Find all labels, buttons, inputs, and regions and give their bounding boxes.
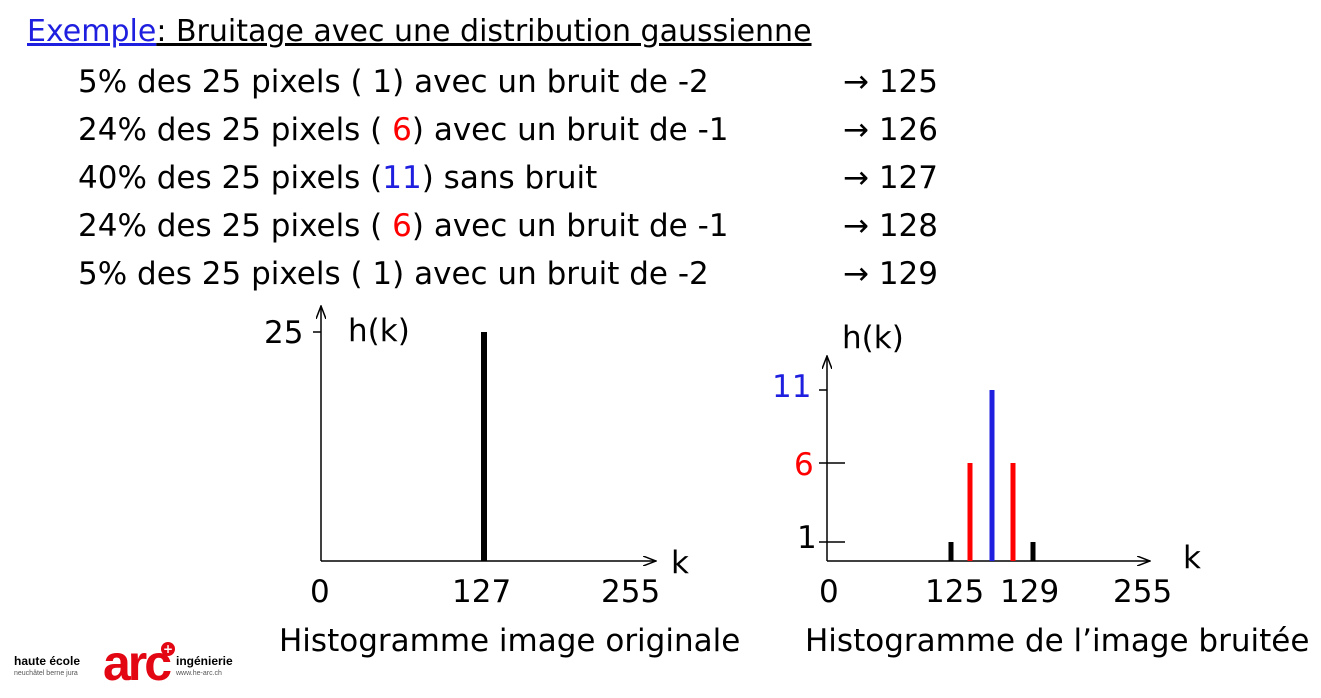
- logo-right-text: ingénierie: [176, 654, 233, 668]
- x-axis-label: k: [671, 545, 689, 581]
- original-histogram-axes: [313, 306, 656, 561]
- row-text-start: 24% des 25 pixels (: [78, 112, 393, 148]
- logo-left-text: haute école: [14, 654, 81, 668]
- histogram-bar: [1010, 463, 1016, 561]
- histogram-bar: [1030, 542, 1036, 561]
- y-axis-label: h(k): [348, 313, 410, 349]
- row-text-start: 5% des 25 pixels (: [78, 64, 373, 100]
- x-tick-label: 0: [819, 574, 839, 610]
- y-tick-label: 11: [772, 369, 812, 405]
- y-axis-label: h(k): [842, 320, 904, 356]
- x-tick-label: 125: [925, 574, 985, 610]
- pixel-count: 11: [382, 160, 422, 196]
- he-arc-logo: haute école neuchâtel berne jura arc + i…: [14, 635, 244, 692]
- logo-right-subtext: www.he-arc.ch: [176, 670, 222, 677]
- row-text-start: 40% des 25 pixels (: [78, 160, 383, 196]
- x-axis-label: k: [1183, 540, 1201, 576]
- noise-row-2: 24% des 25 pixels ( 6) avec un bruit de …: [78, 112, 729, 148]
- histogram-bar: [967, 463, 973, 561]
- noise-row-5: 5% des 25 pixels ( 1) avec un bruit de -…: [78, 256, 709, 292]
- row-text-end: ) avec un bruit de -1: [411, 112, 729, 148]
- pixel-count: 6: [392, 112, 412, 148]
- row-result: → 125: [843, 64, 938, 100]
- y-tick-label: 1: [797, 520, 817, 556]
- title-text: : Bruitage avec une distribution gaussie…: [156, 14, 812, 49]
- histogram-bar: [948, 542, 954, 561]
- row-result: → 128: [843, 208, 938, 244]
- x-tick-label: 129: [1000, 574, 1060, 610]
- x-tick-label: 255: [1113, 574, 1173, 610]
- pixel-count: 6: [392, 208, 412, 244]
- histogram-bar: [481, 332, 487, 561]
- x-tick-label: 0: [310, 574, 330, 610]
- original-histogram-caption: Histogramme image originale: [279, 623, 741, 659]
- x-tick-label: 255: [601, 574, 661, 610]
- row-text-start: 24% des 25 pixels (: [78, 208, 393, 244]
- logo-left-subtext: neuchâtel berne jura: [14, 670, 78, 677]
- row-text-end: ) avec un bruit de -1: [411, 208, 729, 244]
- noisy-histogram-bars: [948, 390, 1036, 561]
- row-result: → 129: [843, 256, 938, 292]
- y-tick-label: 6: [794, 447, 814, 483]
- pixel-count: 1: [372, 256, 393, 292]
- noise-row-4: 24% des 25 pixels ( 6) avec un bruit de …: [78, 208, 729, 244]
- noisy-histogram-axes: [819, 356, 1150, 561]
- pixel-count: 1: [372, 64, 393, 100]
- logo-mark: arc: [103, 635, 172, 691]
- slide-title: Exemple: Bruitage avec une distribution …: [27, 14, 812, 50]
- x-tick-label: 127: [452, 574, 512, 610]
- noise-row-3: 40% des 25 pixels (11) sans bruit: [78, 160, 597, 196]
- plus-icon: +: [161, 642, 175, 656]
- row-result: → 126: [843, 112, 938, 148]
- row-text-end: ) avec un bruit de -2: [392, 256, 709, 292]
- y-tick-label: 25: [264, 315, 304, 351]
- example-link[interactable]: Exemple: [27, 14, 157, 49]
- row-result: → 127: [843, 160, 938, 196]
- histogram-bar: [989, 390, 995, 561]
- row-text-start: 5% des 25 pixels (: [78, 256, 373, 292]
- row-text-end: ) sans bruit: [421, 160, 598, 196]
- noise-row-1: 5% des 25 pixels ( 1) avec un bruit de -…: [78, 64, 709, 100]
- row-text-end: ) avec un bruit de -2: [392, 64, 709, 100]
- noisy-histogram-caption: Histogramme de l’image bruitée: [805, 623, 1310, 659]
- original-histogram-bars: [481, 332, 487, 561]
